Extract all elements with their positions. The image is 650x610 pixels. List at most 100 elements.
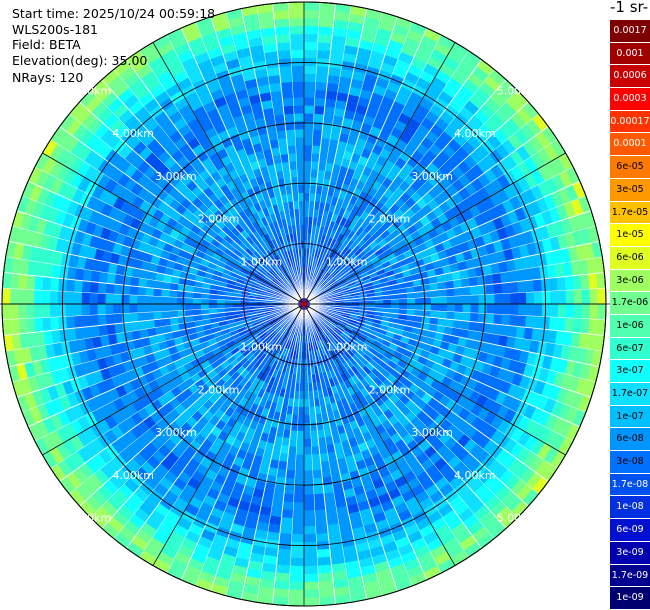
radar-cell (317, 564, 333, 575)
radar-cell (312, 469, 323, 479)
range-ring-label: 3.00km (155, 170, 197, 183)
range-ring-label: 4.00km (112, 469, 154, 482)
radar-cell (314, 97, 326, 107)
radar-cell (317, 41, 332, 52)
radar-cell (303, 208, 310, 217)
radar-cell (113, 293, 122, 305)
radar-cell (295, 136, 305, 146)
radar-cell (192, 303, 202, 311)
radar-cell (430, 296, 440, 305)
radar-cell (564, 275, 575, 291)
radar-cell (276, 129, 287, 140)
radar-cell (303, 168, 312, 178)
radar-cell (315, 73, 329, 83)
radar-cell (303, 573, 319, 583)
radar-cell (272, 492, 285, 502)
radar-cell (277, 137, 288, 148)
radar-cell (589, 303, 599, 320)
radar-cell (128, 294, 138, 305)
radar-cell (581, 288, 591, 305)
colorbar-cell: 6e-08 (610, 428, 650, 452)
radar-cell (160, 296, 170, 305)
radar-cell (532, 315, 543, 330)
radar-cell (320, 460, 331, 471)
radar-cell (485, 313, 495, 325)
range-ring-label: 5.00km (497, 512, 539, 525)
radar-cell (573, 289, 583, 305)
radar-cell (295, 152, 305, 162)
radar-cell (485, 283, 495, 295)
radar-cell (296, 160, 305, 170)
radar-cell (500, 324, 510, 337)
radar-cell (137, 286, 147, 296)
colorbar-cell: 0.0001 (610, 133, 650, 157)
radar-cell (152, 295, 162, 305)
radar-cell (287, 152, 297, 162)
radar-cell (168, 303, 178, 312)
radar-cell (303, 216, 309, 225)
radar-cell (438, 288, 448, 298)
colorbar-cell: 3e-07 (610, 360, 650, 383)
range-ring-label: 1.00km (326, 341, 368, 354)
radar-cell (296, 430, 305, 440)
radar-cell (73, 291, 82, 305)
radar-cell (41, 290, 51, 305)
radar-cell (290, 541, 305, 551)
radar-cell (279, 73, 293, 83)
colorbar-cell: 1e-07 (610, 405, 650, 429)
radar-cell (65, 278, 76, 293)
range-ring-label: 2.00km (198, 383, 240, 396)
radar-cell (303, 136, 313, 146)
radar-cell (17, 303, 27, 320)
radar-cell (276, 41, 291, 52)
radar-cell (277, 49, 292, 60)
radar-cell (589, 288, 599, 305)
radar-cell (494, 303, 503, 315)
radar-cell (303, 2, 321, 11)
radar-cell (18, 318, 28, 335)
radar-cell (500, 271, 510, 284)
radar-cell (303, 446, 313, 456)
radar-cell (10, 273, 20, 290)
radar-cell (316, 49, 331, 60)
range-ring-label: 3.00km (155, 426, 197, 439)
radar-cell (303, 494, 315, 503)
radar-cell (303, 25, 319, 35)
radar-cell (438, 310, 448, 320)
radar-cell (383, 299, 392, 305)
radar-cell (548, 277, 559, 292)
radar-cell (9, 303, 19, 320)
radar-cell (272, 106, 285, 116)
radar-cell (285, 129, 296, 139)
radar-cell (129, 312, 139, 323)
radar-cell (588, 318, 598, 335)
radar-cell (556, 276, 567, 291)
radar-cell (273, 484, 286, 494)
radar-cell (81, 292, 90, 305)
radar-cell (517, 280, 527, 293)
colorbar-cell: 6e-05 (610, 156, 650, 179)
radar-cell (557, 290, 567, 305)
radar-cell (273, 588, 290, 598)
radar-cell (89, 281, 99, 294)
radar-cell (311, 453, 321, 463)
radar-cell (89, 292, 98, 305)
radar-cell (192, 297, 202, 305)
radar-cell (541, 303, 551, 318)
radar-cell (303, 57, 318, 67)
radar-cell (25, 289, 35, 305)
radar-cell (454, 303, 464, 313)
radar-cell (273, 580, 290, 590)
radar-cell (502, 303, 511, 316)
radar-cell (283, 113, 295, 123)
radar-cell (208, 303, 217, 310)
radar-cell (310, 160, 320, 170)
range-ring-label: 1.00km (326, 255, 368, 268)
radar-cell (57, 290, 67, 305)
radar-cell (549, 303, 559, 318)
range-ring-label: 3.00km (411, 426, 453, 439)
radar-cell (295, 144, 305, 154)
radar-cell (106, 323, 116, 336)
radar-cell (288, 17, 305, 27)
